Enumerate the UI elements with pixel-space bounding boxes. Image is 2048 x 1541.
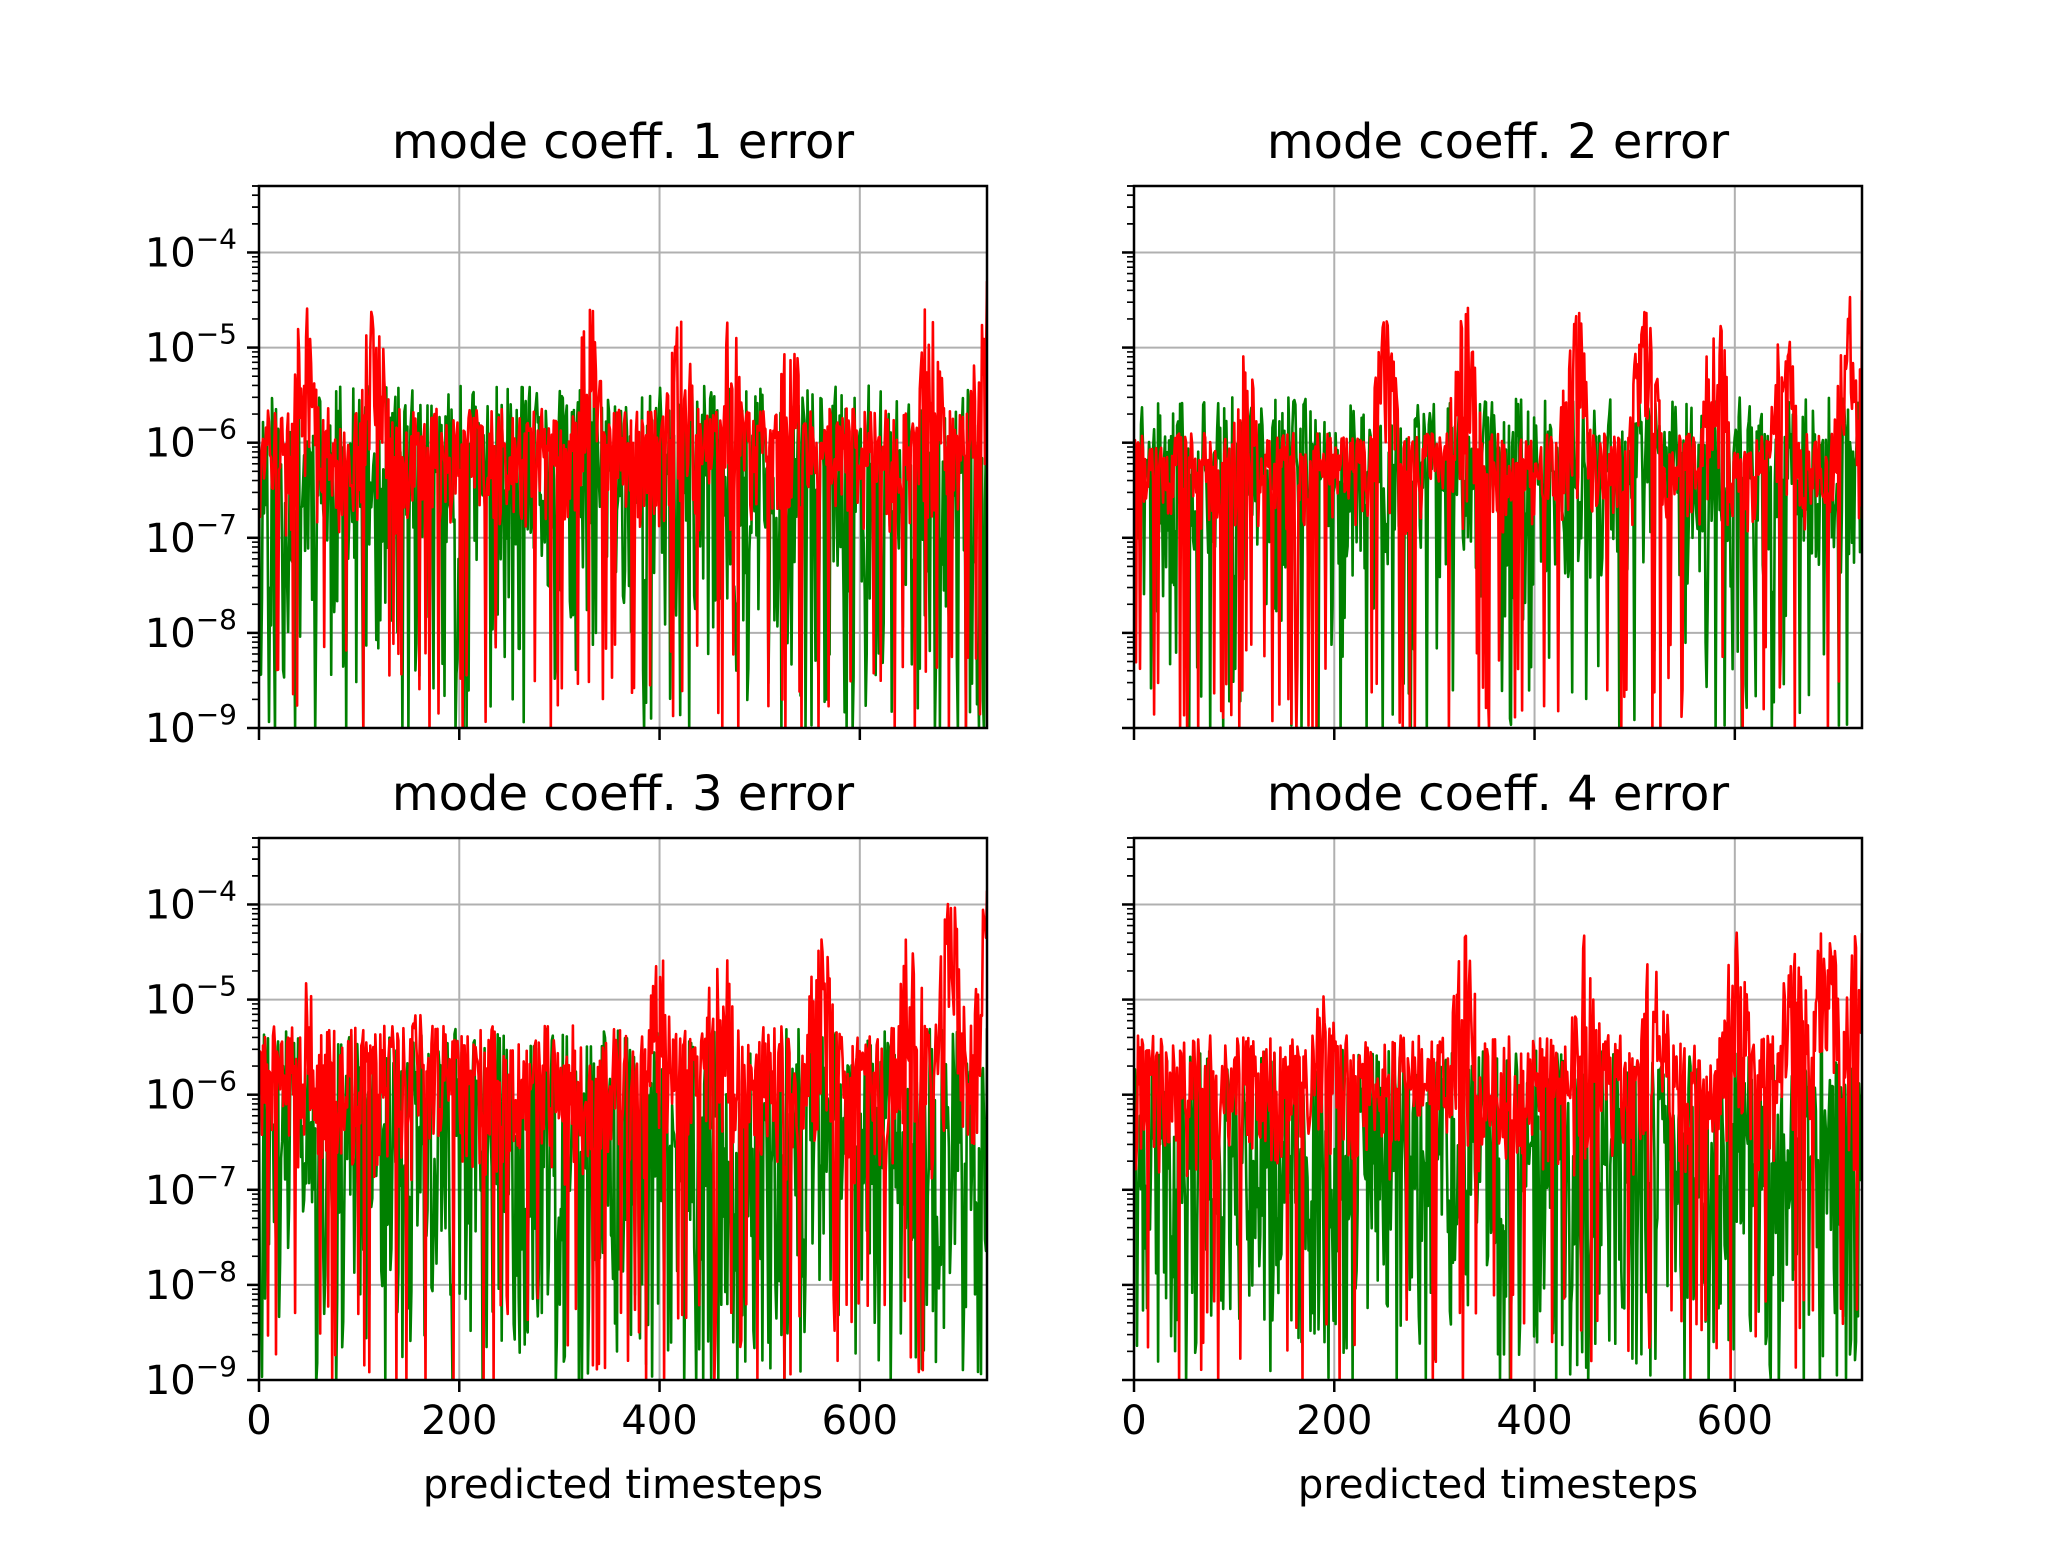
subplot-2: mode coeff. 2 error (1122, 114, 1864, 740)
subplot-title: mode coeff. 4 error (1267, 766, 1730, 822)
series-line-red (1134, 290, 1862, 728)
y-tick-label: 10−9 (145, 1350, 237, 1404)
y-tick-label: 10−7 (145, 1160, 237, 1214)
x-tick-label: 400 (1496, 1398, 1572, 1444)
y-tick-label: 10−6 (145, 413, 237, 467)
subplot-title: mode coeff. 2 error (1267, 114, 1730, 170)
subplot-title: mode coeff. 1 error (392, 114, 855, 170)
series-line-red (259, 281, 987, 728)
subplot-4: 0 200 400 600 mode coeff. 4 error predicted t… (1121, 766, 1864, 1508)
x-axis-label: predicted timesteps (423, 1462, 823, 1508)
y-tick-label: 10−5 (145, 318, 237, 372)
x-tick-label: 200 (421, 1398, 497, 1444)
y-tick-label: 10−4 (145, 222, 237, 276)
y-tick-label: 10−6 (145, 1065, 237, 1119)
x-tick-label: 600 (822, 1398, 898, 1444)
series-line-red (1134, 931, 1862, 1380)
x-tick-label: 200 (1296, 1398, 1372, 1444)
x-axis-label: predicted timesteps (1298, 1462, 1698, 1508)
y-tick-label: 10−4 (145, 874, 237, 928)
y-tick-label: 10−7 (145, 508, 237, 562)
subplot-3: 0 200 400 600 10−9 10−8 10−7 10−6 10−5 10−4 mode c… (145, 766, 989, 1508)
y-tick-label: 10−9 (145, 698, 237, 752)
y-tick-label: 10−8 (145, 1255, 237, 1309)
x-tick-label: 0 (1121, 1398, 1146, 1444)
series-line-red (259, 890, 987, 1380)
series-line-green (259, 384, 987, 728)
y-tick-label: 10−8 (145, 603, 237, 657)
y-tick-label: 10−5 (145, 970, 237, 1024)
x-tick-label: 600 (1697, 1398, 1773, 1444)
series-line-green (1134, 1048, 1862, 1380)
subplot-1: 10−9 10−8 10−7 10−6 10−5 10−4 mode coeff. 1 er… (145, 114, 989, 752)
x-tick-label: 0 (246, 1398, 271, 1444)
x-tick-label: 400 (621, 1398, 697, 1444)
subplot-title: mode coeff. 3 error (392, 766, 855, 822)
